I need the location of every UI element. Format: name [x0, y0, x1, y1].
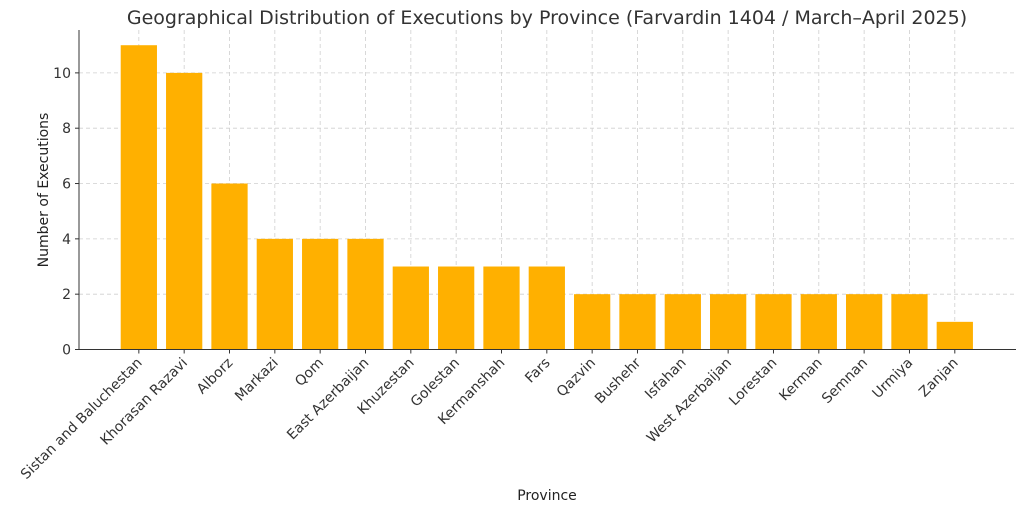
x-tick-label: East Azerbaijan [284, 355, 372, 443]
bar [302, 238, 339, 350]
bar [392, 266, 429, 350]
x-tick-label: Fars [522, 355, 553, 386]
chart-title: Geographical Distribution of Executions … [127, 7, 967, 29]
x-tick-label: Alborz [194, 355, 236, 397]
x-tick-label: Semnan [819, 355, 871, 407]
bar [574, 294, 611, 350]
x-tick-label: Khorasan Razavi [97, 355, 191, 449]
bar [936, 321, 973, 350]
bars [120, 45, 973, 350]
x-axis-label: Province [517, 488, 577, 504]
x-tick-label: Kerman [776, 355, 825, 404]
y-axis-label: Number of Executions [36, 113, 52, 268]
x-tick-label: Zanjan [916, 355, 962, 401]
bar [846, 294, 883, 350]
bar [483, 266, 520, 350]
x-tick-label: West Azerbaijan [644, 355, 735, 446]
bar [528, 266, 565, 350]
y-tick-label: 6 [62, 177, 71, 193]
bar [256, 238, 293, 350]
y-tick-label: 4 [62, 232, 71, 248]
bar [755, 294, 792, 350]
y-tick-label: 8 [62, 121, 71, 137]
y-tick-label: 10 [53, 66, 71, 82]
bar [619, 294, 656, 350]
y-axis-ticks: 0 2 4 6 8 10 [53, 66, 79, 359]
bar [710, 294, 747, 350]
x-tick-label: Qazvin [554, 355, 599, 400]
bar [891, 294, 928, 350]
bar [166, 72, 203, 350]
bar [120, 45, 157, 350]
y-tick-label: 2 [62, 287, 71, 303]
x-tick-label: Urmiya [870, 355, 917, 402]
bar [800, 294, 837, 350]
y-tick-label: 0 [62, 343, 71, 359]
bar [664, 294, 701, 350]
bar [347, 238, 384, 350]
bar [211, 183, 248, 350]
x-tick-label: Lorestan [726, 355, 780, 409]
x-tick-label: Markazi [232, 355, 282, 405]
x-tick-label: Bushehr [592, 355, 644, 407]
x-tick-label: Qom [292, 355, 327, 390]
bar [438, 266, 475, 350]
